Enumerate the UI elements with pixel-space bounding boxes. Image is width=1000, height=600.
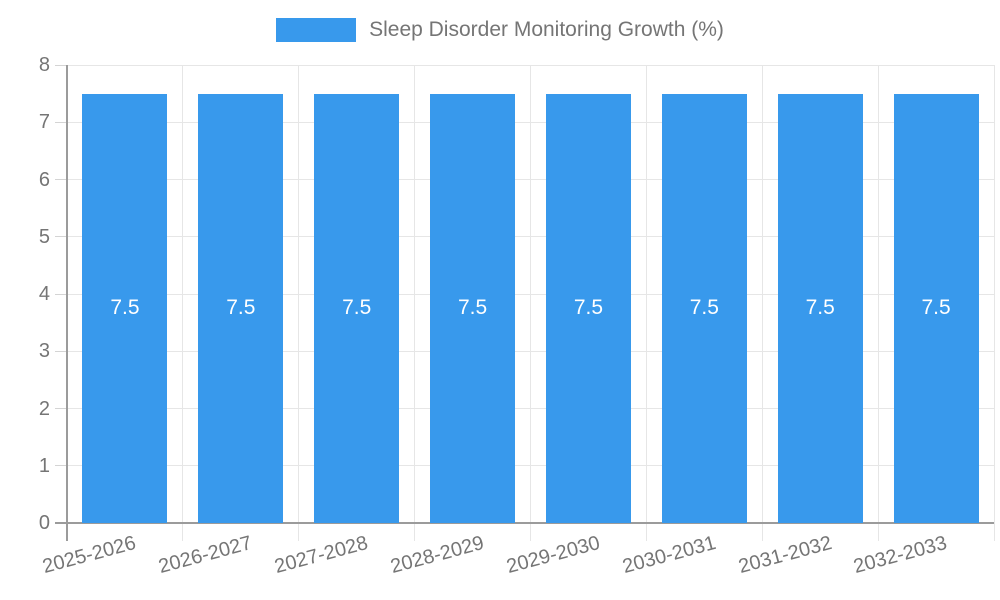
y-axis-tick-label: 3: [38, 340, 50, 363]
legend-label: Sleep Disorder Monitoring Growth (%): [369, 18, 724, 41]
bar-value-label: 7.5: [689, 296, 719, 320]
y-axis-tick: [55, 350, 67, 352]
gridline-vertical: [877, 65, 879, 541]
bar: 7.5: [661, 93, 747, 523]
y-axis-tick: [55, 121, 67, 123]
y-axis-tick-label: 7: [38, 111, 50, 134]
y-axis-tick-label: 4: [38, 283, 50, 305]
y-axis-tick-label: 0: [38, 512, 50, 534]
y-axis-tick: [55, 64, 67, 66]
bar: 7.5: [82, 93, 168, 523]
y-axis-tick-label: 8: [38, 54, 50, 76]
x-axis-tick-label: 2029-2030: [504, 532, 603, 579]
y-axis-line: [66, 65, 68, 541]
legend-swatch: [276, 18, 357, 42]
x-axis-tick-label: 2028-2029: [388, 532, 487, 579]
x-axis-line: [55, 522, 994, 524]
bar: 7.5: [430, 93, 516, 523]
y-axis-tick-label: 1: [38, 454, 50, 477]
chart-legend[interactable]: Sleep Disorder Monitoring Growth (%): [0, 16, 1000, 44]
bar-value-label: 7.5: [805, 296, 835, 320]
gridline-vertical: [645, 65, 647, 541]
y-axis-tick: [55, 293, 67, 295]
gridline-vertical: [182, 65, 184, 541]
bar: 7.5: [777, 93, 863, 523]
x-axis-tick-label: 2027-2028: [272, 532, 371, 579]
x-axis-tick-label: 2031-2032: [735, 532, 834, 579]
y-axis-tick-label: 5: [38, 225, 50, 248]
bar: 7.5: [545, 93, 631, 523]
y-axis-tick-label: 2: [38, 397, 50, 420]
gridline-vertical: [993, 65, 995, 541]
gridline-vertical: [414, 65, 416, 541]
bar: 7.5: [198, 93, 284, 523]
gridline-vertical: [298, 65, 300, 541]
x-axis-tick-label: 2025-2026: [40, 532, 139, 579]
y-axis-tick: [55, 465, 67, 467]
y-axis-tick: [55, 179, 67, 180]
bar: 7.5: [314, 93, 400, 523]
bar: 7.5: [893, 93, 979, 523]
bar-value-label: 7.5: [573, 296, 604, 320]
y-axis-tick: [55, 236, 67, 238]
y-axis-tick-label: 6: [38, 168, 50, 191]
bar-value-label: 7.5: [921, 296, 951, 320]
x-axis-tick-label: 2032-2033: [851, 532, 950, 579]
bar-value-label: 7.5: [457, 296, 488, 320]
y-axis-tick: [55, 408, 67, 409]
gridline-vertical: [530, 65, 531, 541]
gridline-vertical: [761, 65, 763, 541]
bar-value-label: 7.5: [342, 296, 372, 320]
x-axis-tick-label: 2026-2027: [156, 532, 255, 579]
bar-value-label: 7.5: [226, 296, 256, 320]
x-axis-tick-label: 2030-2031: [619, 532, 719, 579]
bar-value-label: 7.5: [110, 296, 140, 320]
